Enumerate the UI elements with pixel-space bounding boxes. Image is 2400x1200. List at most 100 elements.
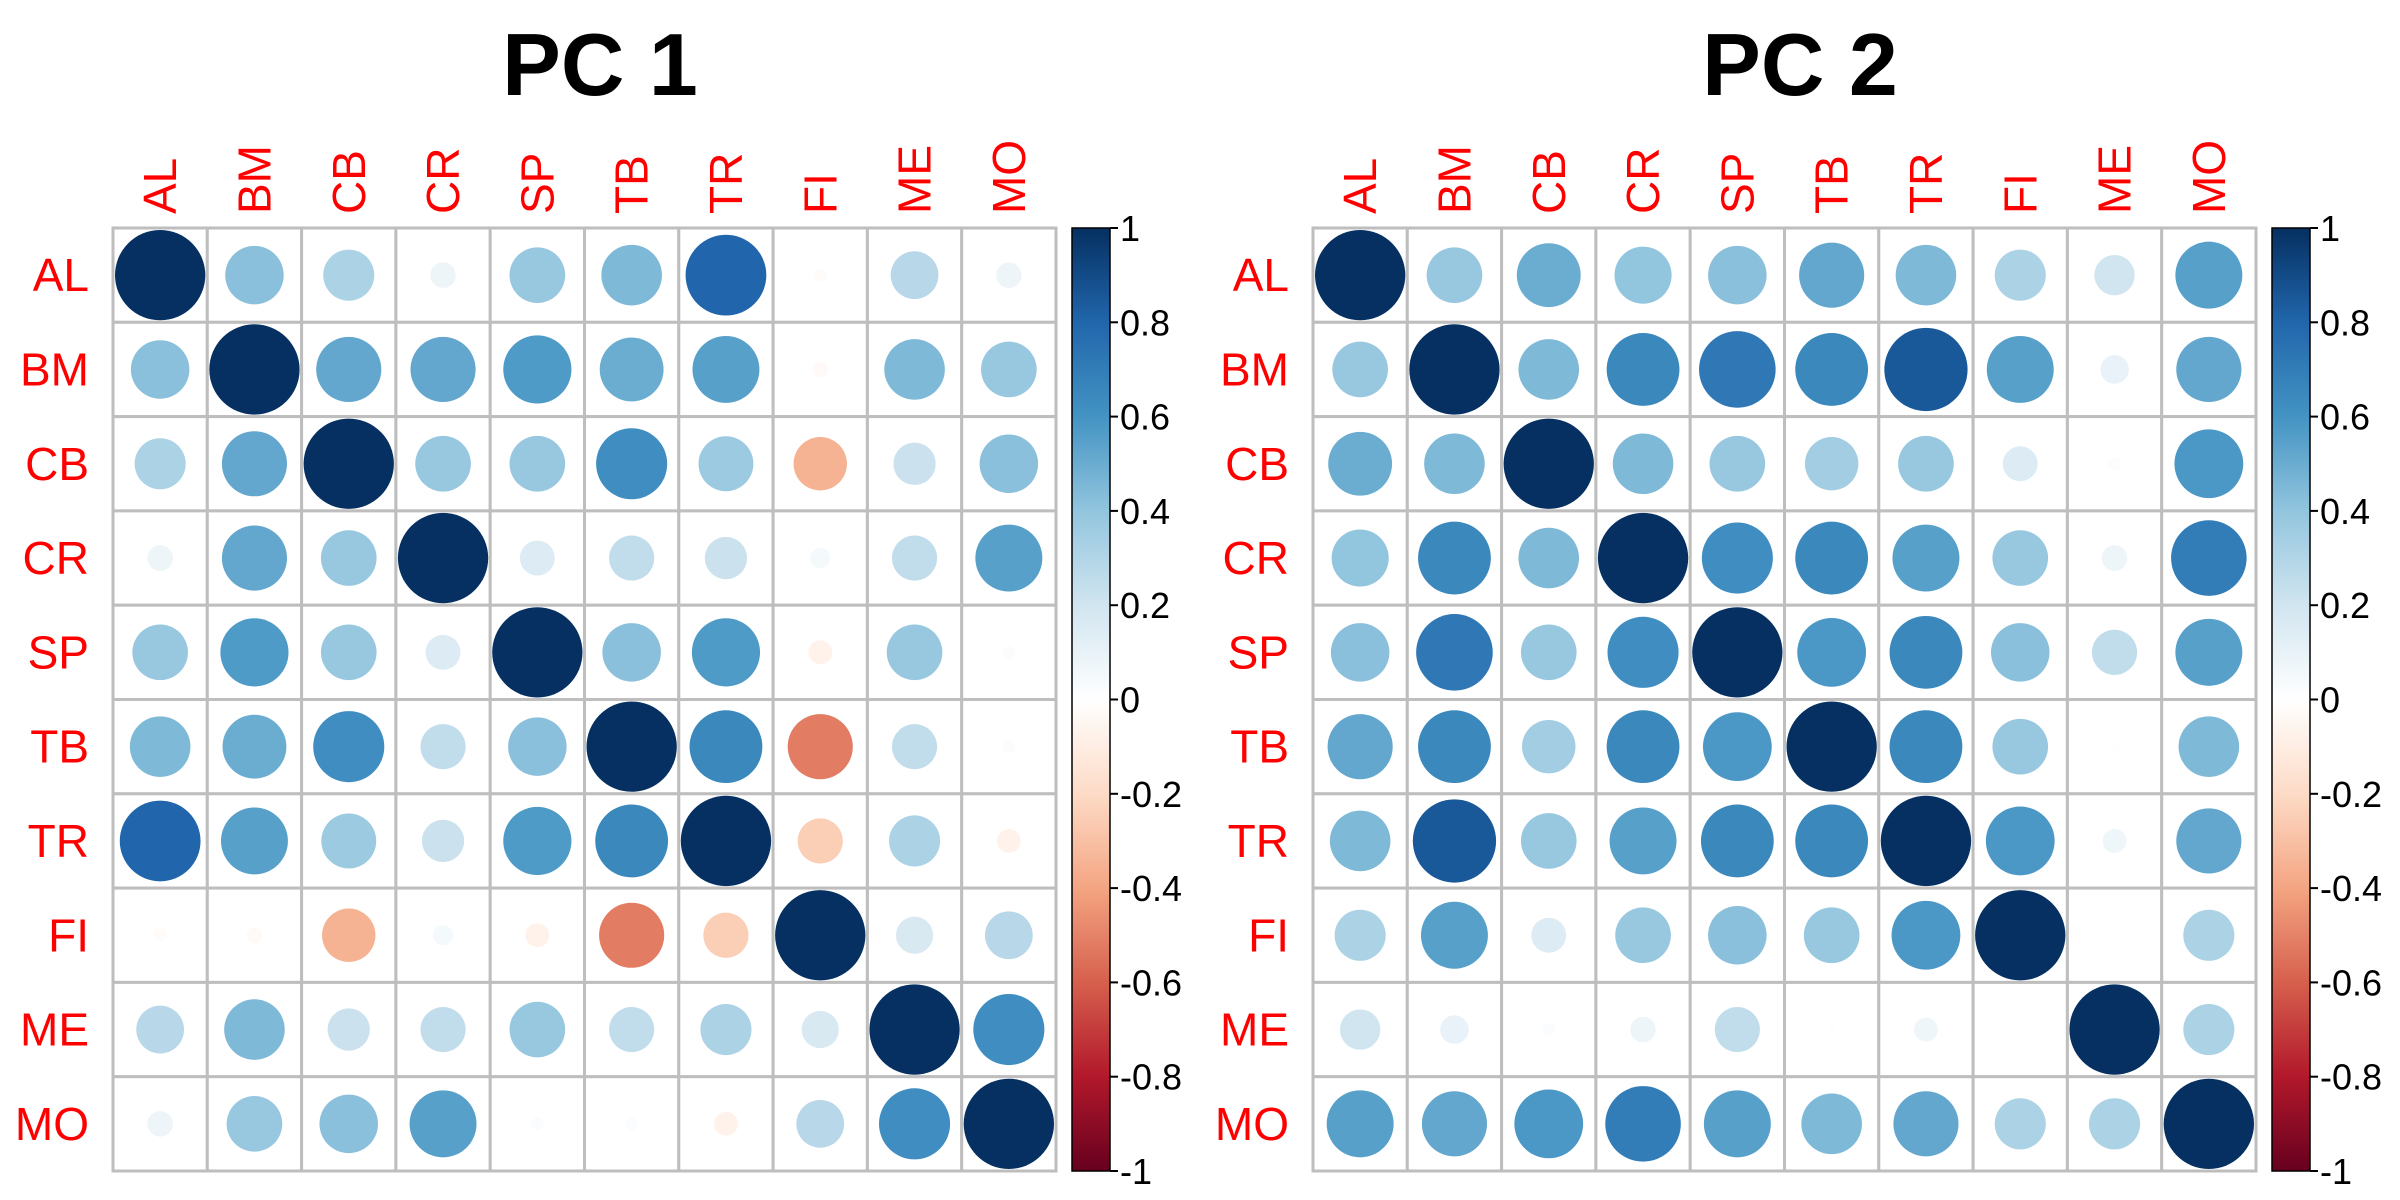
corr-circle-TB-TB (1786, 701, 1877, 792)
corr-circle-AL-ME (890, 251, 939, 300)
row-label-SP: SP (28, 626, 89, 678)
corr-circle-CR-MO (975, 524, 1043, 592)
colorbar-tick-label: -0.2 (2320, 774, 2382, 815)
corr-circle-TB-AL (1327, 714, 1393, 780)
corr-circle-BM-MO (2176, 336, 2242, 403)
corr-circle-BM-TB (599, 337, 664, 402)
colorbar: 1 0.8 0.6 0.4 0.2 0 -0.2 -0.4 -0.6 -0.8 -1 (2271, 208, 2382, 1192)
corr-circle-TR-TB (595, 804, 669, 878)
col-label-CB: CB (323, 150, 375, 214)
corr-circle-MO-SP (1703, 1090, 1771, 1158)
row-label-MO: MO (1215, 1098, 1289, 1150)
corr-circle-TR-CR (421, 819, 465, 863)
panel-title: PC 1 (502, 15, 698, 114)
corr-circle-CB-ME (2108, 457, 2121, 471)
corr-circle-TB-FI (787, 714, 853, 780)
panel-2: PC 2 AL BM CB CR SP TB TR FI ME MO AL BM CB CR SP TB TR FI… (1215, 15, 2382, 1192)
corr-circle-CB-TR (698, 436, 754, 492)
row-label-CB: CB (1225, 438, 1289, 490)
grid-cell (960, 415, 1058, 513)
corr-circle-FI-TR (703, 912, 749, 958)
corr-circle-BM-ME (884, 339, 945, 400)
colorbar-tick-label: 0.4 (2320, 491, 2370, 532)
col-label-CR: CR (1617, 148, 1669, 214)
col-label-TR: TR (1900, 153, 1952, 214)
corr-circle-ME-BM (1440, 1015, 1469, 1044)
corr-circle-TB-TR (1889, 710, 1963, 784)
corr-circle-TB-CR (1606, 710, 1680, 784)
corr-circle-TR-FI (797, 818, 843, 864)
corr-circle-MO-TB (1801, 1093, 1862, 1155)
grid-cell (960, 792, 1058, 890)
colorbar-tick-label: 1 (2320, 208, 2340, 249)
col-label-CB: CB (1523, 150, 1575, 214)
colorbar-tick-label: -0.2 (1120, 774, 1182, 815)
corr-circle-CB-MO (2174, 429, 2244, 499)
row-label-BM: BM (20, 343, 89, 395)
corr-circle-TR-ME (2102, 829, 2127, 853)
corr-circle-BM-FI (1986, 335, 2054, 403)
col-label-TB: TB (606, 155, 658, 214)
corr-circle-AL-SP (1708, 245, 1767, 305)
corr-circle-SP-TR (1889, 615, 1963, 689)
corr-circle-CB-BM (221, 431, 288, 497)
circles (114, 230, 1054, 1169)
corr-circle-BM-TR (1884, 327, 1968, 412)
colorbar-tick-label: 0 (1120, 680, 1140, 721)
corr-circle-CR-AL (147, 545, 173, 571)
row-label-ME: ME (1220, 1004, 1289, 1056)
colorbar-tick-label: 0.2 (2320, 585, 2370, 626)
row-label-AL: AL (33, 249, 89, 301)
corr-circle-CR-FI (810, 547, 831, 569)
corr-circle-FI-SP (525, 923, 550, 948)
corr-circle-CB-FI (2002, 446, 2038, 482)
corr-circle-CB-TB (596, 428, 668, 500)
corr-circle-CR-TB (1795, 521, 1869, 595)
corr-circle-CR-TR (704, 536, 748, 580)
col-label-FI: FI (794, 173, 846, 214)
corr-circle-SP-BM (220, 618, 289, 687)
corr-circle-BM-MO (981, 341, 1037, 398)
corr-circle-BM-CB (316, 336, 382, 403)
corr-circle-FI-ME (895, 916, 934, 954)
corr-circle-AL-FI (1994, 249, 2046, 301)
colorbar-tick-label: 0.6 (1120, 397, 1170, 438)
corr-circle-SP-SP (1692, 607, 1783, 698)
row-label-CR: CR (1223, 532, 1289, 584)
corr-circle-SP-CB (320, 624, 377, 681)
corr-circle-CR-CR (397, 512, 489, 604)
corr-circle-CB-CB (303, 418, 394, 509)
colorbar: 1 0.8 0.6 0.4 0.2 0 -0.2 -0.4 -0.6 -0.8 -1 (1071, 208, 1182, 1192)
corr-circle-TR-SP (1700, 804, 1774, 878)
corr-circle-TR-CB (1520, 813, 1577, 869)
colorbar-tick-label: 0.8 (1120, 302, 1170, 343)
corr-circle-AL-CR (1614, 246, 1672, 304)
corr-circle-CR-CB (320, 530, 377, 586)
corr-circle-ME-CB (1542, 1023, 1556, 1036)
corr-circle-ME-ME (869, 984, 960, 1075)
corr-circle-FI-CB (322, 908, 376, 962)
row-label-BM: BM (1220, 343, 1289, 395)
corr-circle-FI-TB (599, 902, 665, 968)
corr-circle-ME-TB (609, 1006, 655, 1053)
corr-circle-SP-TB (602, 623, 661, 682)
corr-circle-TR-TR (680, 795, 772, 887)
col-label-AL: AL (1334, 158, 1386, 214)
corr-circle-SP-FI (808, 640, 833, 665)
corr-circle-ME-MO (2183, 1004, 2235, 1056)
corr-circle-TB-BM (222, 714, 287, 779)
row-label-MO: MO (15, 1098, 89, 1150)
corr-circle-SP-CB (1520, 624, 1577, 681)
corr-circle-BM-SP (1699, 331, 1776, 408)
corr-circle-CB-CR (1612, 433, 1674, 495)
corr-circle-SP-TR (691, 618, 761, 687)
corr-circle-ME-CB (327, 1008, 370, 1051)
corr-circle-MO-MO (2163, 1078, 2255, 1169)
corr-circle-MO-AL (1326, 1090, 1394, 1158)
corr-circle-MO-BM (226, 1096, 283, 1152)
corr-circle-AL-MO (2175, 241, 2243, 309)
corr-circle-MO-TB (625, 1117, 639, 1131)
corr-circle-TB-ME (891, 724, 938, 770)
corr-circle-CR-SP (519, 540, 555, 576)
